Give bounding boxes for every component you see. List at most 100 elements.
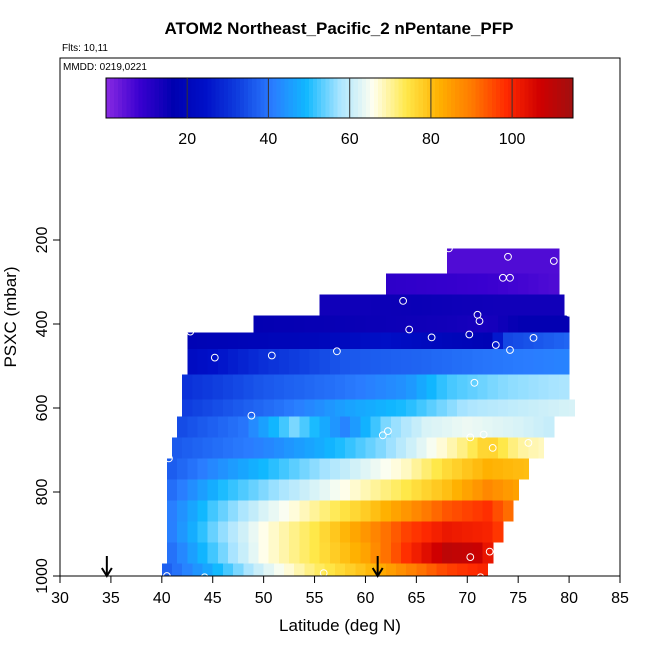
colorbar-cell	[321, 78, 326, 118]
heatmap-cell	[502, 479, 514, 501]
heatmap-cell	[390, 332, 402, 350]
heatmap-cell	[482, 294, 494, 316]
heatmap-cell	[340, 294, 351, 316]
heatmap-cell	[508, 399, 519, 417]
heatmap-cell	[248, 458, 260, 480]
heatmap-cell	[385, 563, 397, 577]
heatmap-cell	[365, 437, 377, 459]
colorbar-cell	[284, 78, 290, 118]
heatmap-cell	[217, 500, 229, 522]
heatmap-cell	[406, 563, 417, 577]
heatmap-cell	[355, 315, 367, 333]
heatmap-cell	[355, 399, 367, 417]
heatmap-cell	[319, 542, 331, 564]
heatmap-cell	[380, 479, 392, 501]
heatmap-cell	[365, 399, 377, 417]
heatmap-cell	[177, 500, 188, 522]
y-axis-label: PSXC (mbar)	[1, 266, 20, 367]
heatmap-cell	[345, 399, 356, 417]
heatmap-cell	[258, 458, 270, 480]
heatmap-cell	[207, 479, 219, 501]
heatmap-cell	[360, 294, 372, 316]
heatmap-cell	[370, 521, 382, 543]
heatmap-cell	[197, 332, 209, 350]
heatmap-cell	[263, 315, 275, 333]
heatmap-cell	[528, 374, 540, 400]
y-tick-label: 1000	[34, 558, 51, 594]
heatmap-cell	[411, 542, 423, 564]
heatmap-cell	[497, 315, 509, 333]
heatmap-cell	[309, 332, 321, 350]
heatmap-cell	[299, 521, 311, 543]
heatmap-cell	[416, 315, 428, 333]
heatmap-cell	[319, 500, 331, 522]
heatmap-cell	[299, 332, 311, 350]
heatmap-cell	[548, 315, 560, 333]
colorbar-cell	[215, 78, 221, 118]
heatmap-cell	[482, 500, 494, 522]
heatmap-cell	[411, 500, 423, 522]
heatmap-cell	[284, 399, 295, 417]
heatmap-cell	[217, 479, 229, 501]
colorbar-cell	[248, 78, 253, 118]
heatmap-cell	[268, 500, 280, 522]
heatmap-cell	[309, 500, 321, 522]
heatmap-cell	[492, 416, 504, 438]
heatmap-cell	[518, 374, 529, 400]
sample-point	[399, 297, 408, 305]
heatmap-cell	[518, 399, 529, 417]
colorbar-cell	[544, 78, 550, 118]
colorbar-cell	[451, 78, 456, 118]
heatmap-cell	[482, 479, 494, 501]
heatmap-cell	[375, 399, 387, 417]
heatmap-cell	[380, 500, 392, 522]
colorbar-cell	[272, 78, 278, 118]
heatmap-cell	[472, 500, 484, 522]
heatmap-cell	[238, 416, 249, 438]
x-tick-label: 80	[560, 590, 578, 607]
heatmap-cell	[472, 458, 484, 480]
heatmap-cell	[508, 273, 519, 295]
heatmap-cell	[487, 437, 499, 459]
sample-point	[466, 553, 475, 561]
heatmap-cell	[431, 521, 443, 543]
heatmap-cell	[294, 399, 305, 417]
heatmap-cell	[187, 500, 199, 522]
x-tick-label: 70	[458, 590, 476, 607]
colorbar-cell	[175, 78, 180, 118]
heatmap-cell	[350, 521, 361, 543]
heatmap-cell	[472, 332, 484, 350]
heatmap-cell	[365, 374, 377, 400]
heatmap-cell	[492, 521, 504, 543]
heatmap-cell	[533, 332, 545, 350]
heatmap-cell	[457, 563, 468, 577]
heatmap-cell	[329, 349, 341, 375]
heatmap-cell	[482, 332, 494, 350]
heatmap-cell	[360, 500, 372, 522]
heatmap-cell	[467, 248, 479, 274]
heatmap-cell	[513, 294, 524, 316]
heatmap-cell	[492, 479, 504, 501]
heatmap-cell	[416, 273, 428, 295]
colorbar-cell	[296, 78, 302, 118]
sample-point	[504, 252, 512, 261]
heatmap-cell	[452, 416, 463, 438]
heatmap-cell	[182, 563, 193, 577]
heatmap-cell	[207, 458, 219, 480]
heatmap-cell	[513, 332, 524, 350]
heatmap-cell	[421, 294, 433, 316]
heatmap-cell	[436, 374, 448, 400]
heatmap-cell	[238, 542, 249, 564]
heatmap-cell	[329, 479, 341, 501]
colorbar-cell	[154, 78, 160, 118]
heatmap-cell	[548, 399, 560, 417]
heatmap-cell	[222, 563, 234, 577]
heatmap-cell	[553, 294, 565, 316]
colorbar-cell	[532, 78, 537, 118]
heatmap-cell	[457, 374, 468, 400]
sample-point	[210, 353, 219, 362]
heatmap-cell	[238, 458, 249, 480]
heatmap-cell	[457, 315, 468, 333]
mmdd-label: MMDD: 0219,0221	[63, 62, 147, 73]
sample-point	[529, 334, 538, 342]
